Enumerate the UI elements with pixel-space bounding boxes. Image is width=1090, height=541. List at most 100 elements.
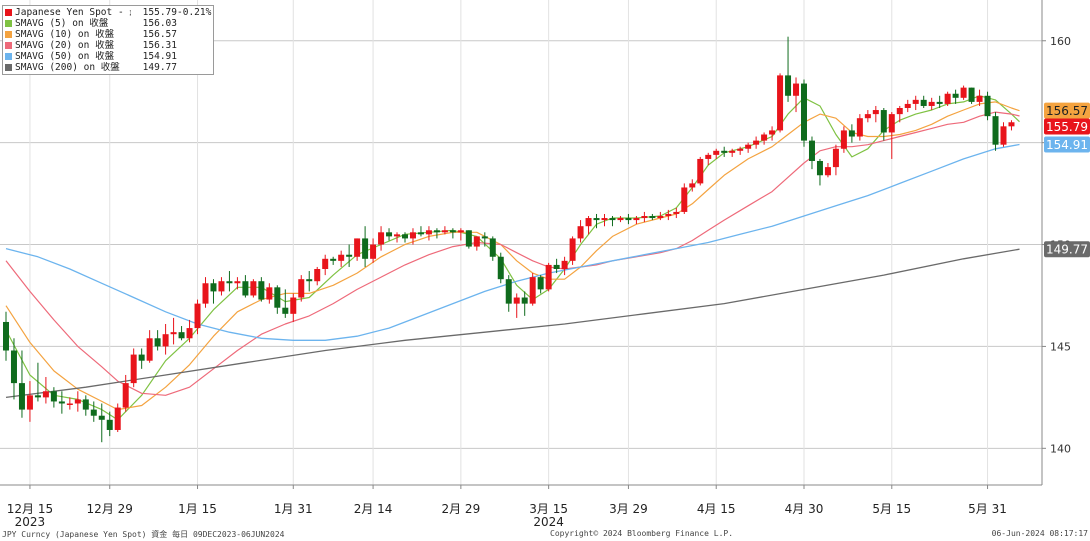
candle-body xyxy=(34,395,41,398)
candle-body xyxy=(82,399,89,410)
candle-body xyxy=(386,232,393,237)
x-tick-label: 12月 29 xyxy=(87,502,133,516)
candle-body xyxy=(753,140,760,145)
candle-body xyxy=(848,130,855,137)
candle-body xyxy=(769,130,776,135)
price-label-text: 154.91 xyxy=(1046,138,1088,152)
candle-body xyxy=(729,150,736,153)
candle-body xyxy=(98,415,105,420)
candle-body xyxy=(130,354,137,384)
legend-label: SMAVG (50) on 收盤 xyxy=(15,51,115,62)
legend-swatch xyxy=(5,64,12,71)
candle-body xyxy=(138,354,145,361)
legend-item-sma20: SMAVG (20) on 收盤 156.31 xyxy=(5,40,211,51)
x-tick-label: 5月 15 xyxy=(872,502,911,516)
candle-body xyxy=(409,232,416,239)
legend-label: SMAVG (10) on 收盤 xyxy=(15,29,115,40)
candle-body xyxy=(18,383,25,410)
candle-body xyxy=(90,409,97,416)
ma-line-4 xyxy=(5,248,1020,399)
candle-body xyxy=(641,216,648,219)
candle-body xyxy=(888,114,895,133)
candle-body xyxy=(473,236,480,247)
candle-body xyxy=(617,218,624,221)
candle-body xyxy=(202,283,209,304)
candle-body xyxy=(601,218,608,221)
candle-body xyxy=(960,87,967,98)
price-label-text: 155.79 xyxy=(1046,120,1088,134)
candle-body xyxy=(864,114,871,119)
candle-body xyxy=(441,230,448,233)
x-tick-label: 2月 29 xyxy=(441,502,480,516)
candle-body xyxy=(465,230,472,247)
candle-body xyxy=(633,218,640,221)
candle-body xyxy=(529,277,536,304)
candle-body xyxy=(186,328,193,339)
candle-body xyxy=(681,187,688,212)
candle-body xyxy=(394,234,401,237)
x-tick-label: 12月 15 xyxy=(7,502,53,516)
candle-body xyxy=(178,332,185,339)
candle-body xyxy=(226,281,233,284)
x-tick-label: 1月 15 xyxy=(178,502,217,516)
candle-body xyxy=(625,218,632,221)
candle-body xyxy=(298,279,305,298)
candle-body xyxy=(721,150,728,153)
legend-swatch xyxy=(5,42,12,49)
legend-swatch xyxy=(5,9,12,16)
legend-label: SMAVG (20) on 收盤 xyxy=(15,40,115,51)
candle-body xyxy=(992,116,999,145)
candle-body xyxy=(1008,122,1015,127)
candle-body xyxy=(306,279,313,282)
candle-body xyxy=(872,110,879,115)
moving-average-lines xyxy=(5,95,1020,421)
candle-body xyxy=(880,110,887,133)
price-label-box xyxy=(1044,102,1090,119)
candle-body xyxy=(705,154,712,159)
price-labels: 156.57 155.79 154.91 149.77 xyxy=(1044,102,1090,258)
y-tick-label: 145 xyxy=(1050,340,1071,353)
candle-body xyxy=(489,238,496,257)
candle-body xyxy=(761,134,768,141)
y-tick-label: 140 xyxy=(1050,442,1071,455)
candle-body xyxy=(194,303,201,329)
candle-body xyxy=(585,218,592,227)
x-year-label: 2024 xyxy=(533,515,564,529)
candle-body xyxy=(697,158,704,184)
candlesticks xyxy=(3,36,1015,443)
candle-body xyxy=(593,218,600,221)
candle-body xyxy=(481,236,488,239)
candle-body xyxy=(816,160,823,176)
candle-body xyxy=(904,103,911,109)
candle-body xyxy=(330,258,337,261)
candle-body xyxy=(266,287,273,300)
ma-line-3 xyxy=(5,143,1020,341)
candle-body xyxy=(856,118,863,137)
price-label-text: 156.57 xyxy=(1046,104,1088,118)
legend-item-sma50: SMAVG (50) on 收盤 154.91 xyxy=(5,51,211,62)
candle-body xyxy=(122,383,129,408)
candle-body xyxy=(42,391,49,398)
candle-body xyxy=(114,407,121,430)
candle-body xyxy=(218,281,225,292)
candle-body xyxy=(777,75,784,131)
candle-body xyxy=(673,211,680,214)
candle-body xyxy=(737,148,744,151)
legend-label: Japanese Yen Spot - 最新價 xyxy=(15,7,131,18)
candle-body xyxy=(553,264,560,269)
candle-body xyxy=(497,256,504,280)
candle-body xyxy=(984,95,991,117)
footer-copyright: Copyright© 2024 Bloomberg Finance L.P. xyxy=(550,529,734,538)
candle-body xyxy=(944,93,951,104)
candle-body xyxy=(378,232,385,245)
candle-body xyxy=(713,150,720,155)
candle-body xyxy=(234,281,241,284)
legend-change: -0.21% xyxy=(177,7,212,18)
candle-body xyxy=(370,244,377,259)
price-label-box xyxy=(1044,136,1090,153)
footer-timestamp: 06-Jun-2024 08:17:17 xyxy=(991,529,1088,538)
legend-label: SMAVG (200) on 收盤 xyxy=(15,62,120,73)
candle-body xyxy=(10,350,17,384)
candle-body xyxy=(417,232,424,235)
x-tick-label: 4月 15 xyxy=(697,502,736,516)
